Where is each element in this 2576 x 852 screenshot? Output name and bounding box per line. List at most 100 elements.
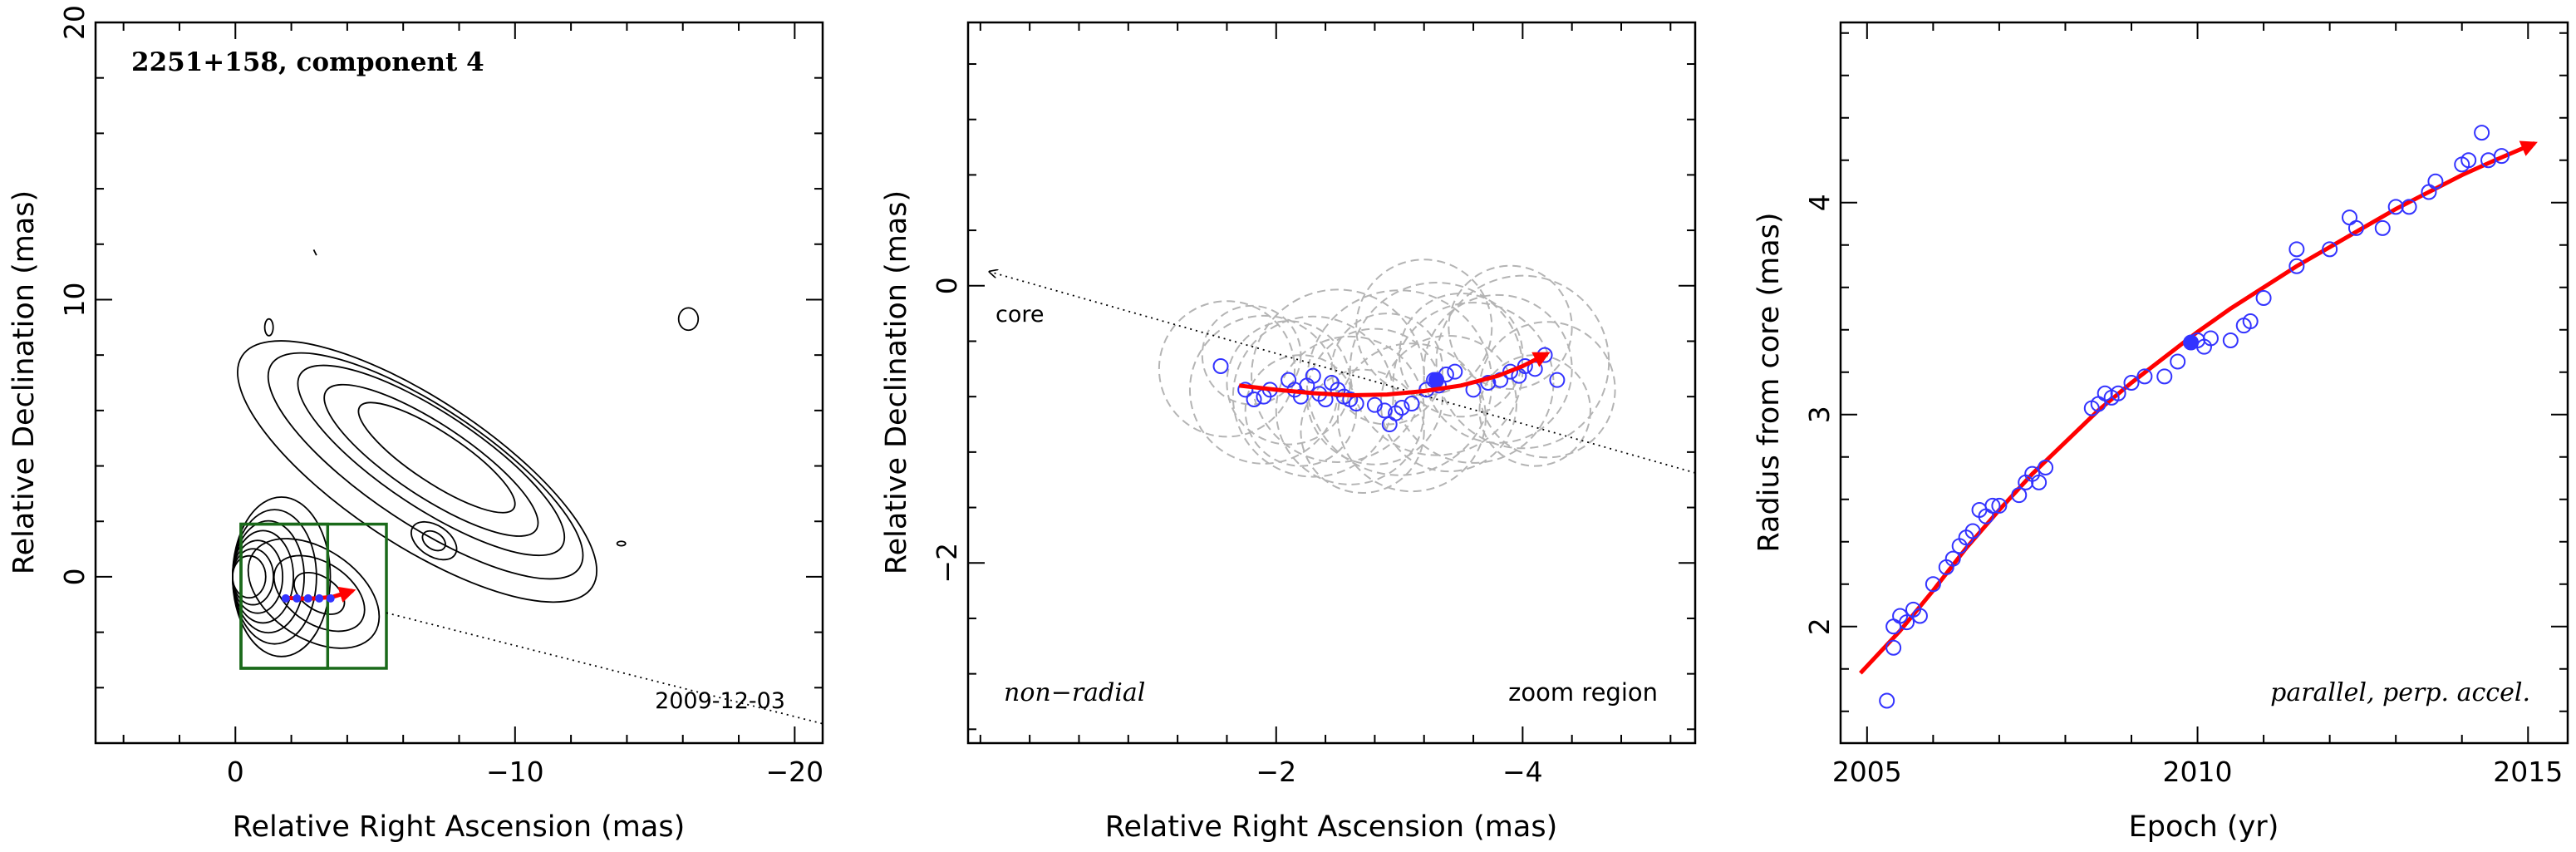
radius-point <box>2170 353 2186 370</box>
x-tick-label: −10 <box>486 756 544 788</box>
zoom-region-note: zoom region <box>1508 678 1658 707</box>
radius-point <box>1991 497 2008 514</box>
y-tick-label: 20 <box>58 5 91 40</box>
panel1-ylabel: Relative Declination (mas) <box>7 190 41 574</box>
panel1-frame <box>94 21 824 745</box>
error-circles <box>1158 259 1616 495</box>
position-marker <box>326 593 335 603</box>
x-tick-label: 2010 <box>2163 756 2233 788</box>
y-tick-label: 10 <box>58 282 91 317</box>
radius-point <box>1879 692 1895 709</box>
radius-point <box>2322 241 2338 258</box>
radius-point <box>2156 368 2173 385</box>
isolated-contour <box>263 318 274 337</box>
panel2-xlabel: Relative Right Ascension (mas) <box>1105 810 1557 844</box>
y-tick-label: 4 <box>1803 194 1836 211</box>
radius-point <box>2493 148 2510 165</box>
error-circle <box>1300 368 1425 495</box>
jet-contour <box>357 401 516 514</box>
isolated-contour <box>677 307 700 332</box>
jet-contour <box>410 520 458 561</box>
error-circle <box>1379 334 1517 473</box>
position-marker <box>315 593 324 603</box>
radius-point <box>2460 152 2477 169</box>
component-position <box>1305 367 1321 384</box>
highlighted-epoch-point <box>2183 334 2200 351</box>
component-position <box>1237 382 1254 398</box>
component-position <box>1376 402 1393 419</box>
error-circle <box>1251 288 1425 463</box>
radius-point <box>1885 618 1902 635</box>
panel1-date-label: 2009-12-03 <box>655 688 785 714</box>
radius-point <box>2288 258 2305 274</box>
component-position <box>1366 396 1383 413</box>
core-contour <box>232 548 274 606</box>
panel2-ylabel: Relative Declination (mas) <box>880 190 913 574</box>
zoom-panel: −2 −4 0 −2 core non−radial zoom region Rela… <box>880 21 1697 844</box>
radius-point <box>2222 332 2239 348</box>
panel3-data-layer <box>1859 125 2538 709</box>
component-position <box>1549 372 1566 388</box>
jet-contour <box>273 554 366 633</box>
x-tick-label: −2 <box>1256 756 1296 788</box>
component-position <box>1447 363 1463 380</box>
highlighted-epoch-point <box>1428 372 1445 388</box>
core-contour <box>232 496 332 657</box>
isolated-contour <box>312 249 317 256</box>
error-circle <box>1349 282 1524 456</box>
fit-trajectory <box>1238 352 1551 398</box>
error-circle <box>1201 304 1302 406</box>
isolated-contour <box>616 540 627 547</box>
zoom-box <box>239 522 388 670</box>
error-circle <box>1305 328 1443 465</box>
radius-point <box>1911 608 1928 624</box>
panel3-xlabel: Epoch (yr) <box>2129 810 2279 844</box>
panel2-frame <box>966 21 1697 745</box>
non-radial-note: non−radial <box>1004 678 1145 707</box>
acceleration-note: parallel, perp. accel. <box>2270 678 2530 707</box>
position-marker <box>293 593 302 603</box>
error-circle <box>1226 320 1351 446</box>
radius-point <box>2038 460 2054 475</box>
x-tick-label: −4 <box>1502 756 1543 788</box>
panel2-axes: −2 −4 0 −2 <box>931 22 1695 788</box>
panel1-data-layer <box>239 522 823 725</box>
error-circle <box>1478 321 1616 459</box>
y-tick-label: 0 <box>931 277 963 294</box>
error-circle <box>1448 264 1573 390</box>
radius-panel: 2005 2010 2015 2 3 4 parallel, perp. accel. E… <box>1753 21 2569 844</box>
radius-point <box>2110 385 2126 401</box>
position-marker <box>303 593 312 603</box>
radius-point <box>2136 368 2153 385</box>
jet-contour <box>323 383 539 537</box>
x-tick-label: 2015 <box>2493 756 2563 788</box>
y-tick-label: 2 <box>1803 618 1836 635</box>
component-position <box>1246 392 1262 408</box>
panel2-data-layer <box>991 272 1695 474</box>
radius-point <box>2202 330 2219 347</box>
error-circle <box>1305 289 1493 476</box>
radius-point <box>2401 199 2417 215</box>
jet-contour <box>297 364 566 557</box>
panel1-xlabel: Relative Right Ascension (mas) <box>233 810 685 844</box>
radius-point <box>2011 487 2028 504</box>
radius-point <box>2374 219 2391 236</box>
jet-contour <box>267 352 584 580</box>
radius-point <box>2347 219 2364 236</box>
radius-point <box>1984 497 2001 514</box>
radius-point <box>1885 639 1902 656</box>
radius-point <box>2288 241 2305 258</box>
x-tick-label: −20 <box>766 756 824 788</box>
radius-point <box>2342 209 2357 226</box>
radius-point <box>2255 290 2272 306</box>
radius-point <box>2123 375 2140 391</box>
radius-point <box>2387 199 2404 215</box>
radius-point <box>2031 474 2048 490</box>
x-tick-label: 2005 <box>1832 756 1902 788</box>
radius-point <box>2474 125 2490 141</box>
component-position <box>1212 357 1229 374</box>
radius-point <box>1899 614 1915 631</box>
radius-fit-curve <box>1859 140 2538 675</box>
jet-contour <box>421 529 446 552</box>
